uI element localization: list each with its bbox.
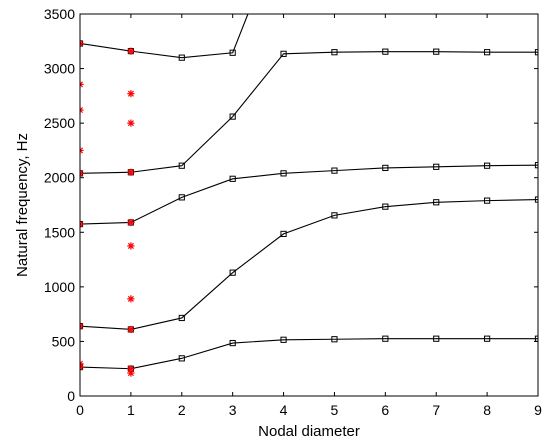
measured-point xyxy=(80,146,84,155)
plot-background xyxy=(80,14,538,396)
y-tick-label: 1500 xyxy=(44,224,75,240)
axes-layer: 0 1 2 3 4 5 6 7 8 9 0 500 1000 1500 2000 2500 3000 3500 xyxy=(44,6,542,418)
x-tick-label: 0 xyxy=(76,402,84,418)
measured-point xyxy=(127,365,135,373)
data-point xyxy=(534,162,538,169)
x-tick-label: 7 xyxy=(432,402,440,418)
measured-point xyxy=(80,169,84,177)
data-point xyxy=(382,164,389,171)
y-tick-label: 2500 xyxy=(44,115,75,131)
y-tick-label: 0 xyxy=(67,388,75,404)
data-point xyxy=(178,314,185,322)
data-point xyxy=(229,113,236,120)
data-point xyxy=(178,162,185,169)
series-line xyxy=(80,338,538,370)
y-tick-label: 3500 xyxy=(44,6,75,22)
measured-point xyxy=(80,322,84,330)
data-point xyxy=(229,175,236,182)
data-point xyxy=(484,197,491,204)
data-point xyxy=(178,355,185,362)
data-point xyxy=(178,194,185,201)
measured-point xyxy=(80,80,84,88)
measured-point xyxy=(80,360,84,368)
measured-point xyxy=(127,218,135,227)
data-point xyxy=(534,335,538,342)
x-tick-label: 3 xyxy=(229,402,237,418)
data-point xyxy=(382,48,389,55)
measured-point xyxy=(80,106,84,114)
data-point xyxy=(484,335,491,342)
data-point xyxy=(280,170,287,177)
data-point xyxy=(433,48,440,55)
measured-point xyxy=(127,242,135,250)
measured-point xyxy=(127,295,135,303)
plot-area xyxy=(80,14,538,396)
measured-point xyxy=(127,90,135,98)
series-6 xyxy=(80,39,135,377)
data-point xyxy=(534,196,538,203)
x-tick-label: 4 xyxy=(280,402,288,418)
data-point xyxy=(229,339,236,347)
data-point xyxy=(280,230,287,238)
data-point xyxy=(331,212,338,219)
measured-point xyxy=(127,47,135,55)
y-tick-label: 500 xyxy=(52,333,76,349)
y-tick-label: 2000 xyxy=(44,170,75,186)
data-point xyxy=(331,167,338,174)
series-line xyxy=(80,164,538,225)
series-line xyxy=(80,14,249,59)
data-point xyxy=(484,162,491,169)
x-axis-title: Nodal diameter xyxy=(258,423,360,440)
data-point xyxy=(382,335,389,342)
x-tick-label: 9 xyxy=(534,402,542,418)
series-line xyxy=(80,51,538,174)
measured-point xyxy=(127,325,135,334)
series-layer xyxy=(80,14,538,377)
x-tick-label: 2 xyxy=(178,402,186,418)
measured-point xyxy=(80,39,84,48)
data-point xyxy=(484,49,491,56)
data-point xyxy=(433,199,440,206)
data-point xyxy=(534,49,538,56)
data-point xyxy=(229,49,236,56)
y-tick-label: 3000 xyxy=(44,61,75,77)
data-point xyxy=(331,49,338,56)
data-point xyxy=(229,269,236,276)
x-tick-label: 6 xyxy=(381,402,389,418)
x-tick-label: 8 xyxy=(483,402,491,418)
measured-point xyxy=(127,119,135,127)
y-axis-title: Natural frequency, Hz xyxy=(14,133,31,277)
data-point xyxy=(382,203,389,210)
x-tick-label: 1 xyxy=(127,402,135,418)
x-tick-label: 5 xyxy=(331,402,339,418)
y-tick-label: 1000 xyxy=(44,279,75,295)
data-point xyxy=(331,336,338,343)
data-point xyxy=(280,336,287,343)
series-line xyxy=(80,198,538,330)
data-point xyxy=(178,54,185,61)
data-point xyxy=(280,50,287,57)
measured-point xyxy=(127,168,135,176)
data-point xyxy=(433,163,440,170)
measured-point xyxy=(80,220,84,228)
axes-box xyxy=(79,13,539,397)
data-point xyxy=(433,335,440,342)
